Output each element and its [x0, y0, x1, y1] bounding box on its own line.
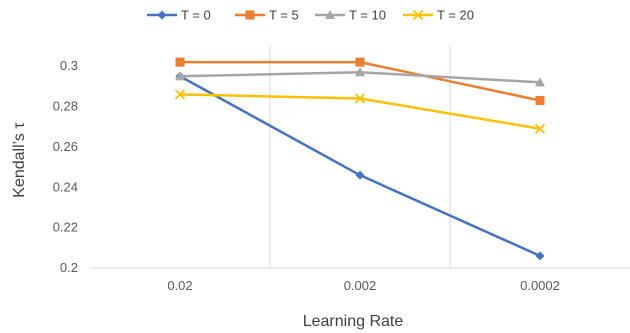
- series-group: [175, 57, 545, 105]
- data-point-marker: [535, 251, 545, 261]
- data-point-marker: [354, 93, 366, 104]
- x-axis-title: Learning Rate: [303, 313, 404, 330]
- series-group: [175, 71, 545, 261]
- legend-marker: [325, 10, 335, 19]
- legend-item: T = 5: [235, 8, 299, 23]
- x-tick-label: 0.002: [344, 278, 377, 293]
- series-group: [175, 67, 545, 87]
- legend-marker: [157, 10, 167, 20]
- data-point-marker: [534, 123, 546, 134]
- data-point-marker: [535, 95, 545, 105]
- data-point-marker: [535, 77, 545, 87]
- data-point-marker: [355, 57, 365, 67]
- x-tick-label: 0.02: [167, 278, 192, 293]
- legend: T = 0 T = 5 T = 10 T = 20: [147, 8, 474, 23]
- legend-item: T = 10: [315, 8, 386, 23]
- legend-item: T = 0: [147, 8, 211, 23]
- legend-label: T = 20: [437, 8, 474, 23]
- x-tick-label: 0.0002: [520, 278, 560, 293]
- series-line: [179, 75, 541, 258]
- gridlines: [269, 46, 451, 268]
- legend-label: T = 0: [181, 8, 211, 23]
- legend-marker: [245, 10, 255, 20]
- y-tick-label: 0.28: [53, 99, 78, 114]
- data-point-marker: [174, 89, 186, 100]
- series-layer: [174, 57, 546, 261]
- data-point-marker: [355, 170, 365, 180]
- data-point-marker: [175, 71, 185, 81]
- legend-label: T = 5: [269, 8, 299, 23]
- y-tick-label: 0.3: [60, 58, 78, 73]
- legend-label: T = 10: [349, 8, 386, 23]
- axes: 0.2 0.22 0.24 0.26 0.28 0.3 0.02 0.002 0.0002: [53, 58, 630, 293]
- legend-marker: [412, 9, 424, 21]
- y-axis-title: Kendall’s τ: [11, 122, 28, 198]
- data-point-marker: [355, 67, 365, 77]
- y-tick-label: 0.26: [53, 139, 78, 154]
- series-group: [174, 89, 546, 134]
- y-tick-label: 0.2: [60, 260, 78, 275]
- data-point-marker: [175, 57, 185, 67]
- legend-item: T = 20: [403, 8, 474, 23]
- y-tick-label: 0.24: [53, 179, 78, 194]
- y-tick-label: 0.22: [53, 220, 78, 235]
